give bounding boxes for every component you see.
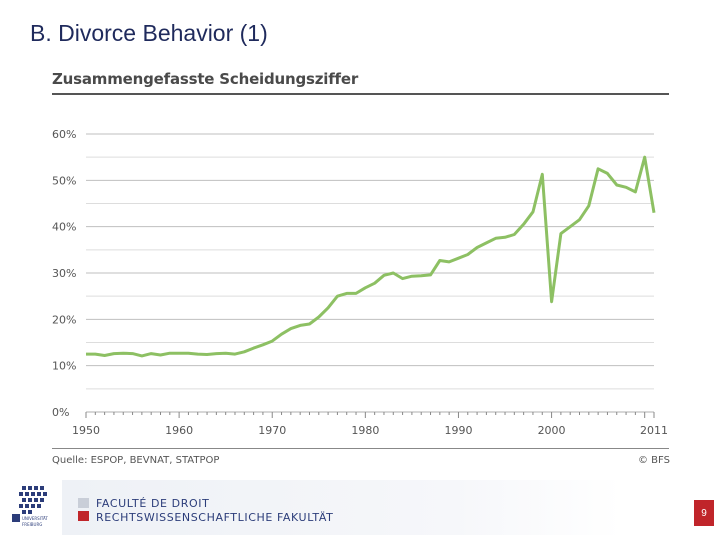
- university-logo: UNIVERSITÄT FREIBURG: [12, 486, 48, 527]
- series-layer: [86, 155, 656, 358]
- chart-title: Zusammengefasste Scheidungsziffer: [52, 70, 359, 88]
- x-tick-label: 1980: [351, 424, 379, 437]
- y-tick-label: 60%: [52, 128, 76, 141]
- y-tick-label: 30%: [52, 267, 76, 280]
- faculty-name-de: RECHTSWISSENSCHAFTLICHE FAKULTÄT: [96, 511, 334, 524]
- x-tick-labels: 1950 1960 1970 1980 1990 2000 2011: [72, 424, 668, 437]
- chart-source: Quelle: ESPOP, BEVNAT, STATPOP: [52, 455, 220, 466]
- series-line-divorce-rate: [86, 155, 656, 358]
- divorce-rate-chart: 0% 10% 20% 30% 40% 50% 60% 1950 1960 1970 1980 199…: [52, 128, 668, 437]
- faculty-name-fr: FACULTÉ DE DROIT: [96, 497, 210, 510]
- y-tick-label: 0%: [52, 406, 69, 419]
- y-tick-label: 20%: [52, 313, 76, 326]
- faculty-mark-red: [78, 511, 89, 521]
- slide-title: B. Divorce Behavior (1): [30, 20, 268, 46]
- x-tick-label: 1950: [72, 424, 100, 437]
- x-tick-label: 1960: [165, 424, 193, 437]
- faculty-mark-grey: [78, 498, 89, 508]
- y-tick-label: 40%: [52, 221, 76, 234]
- svg-text:FREIBURG: FREIBURG: [22, 522, 42, 527]
- chart-copyright: © BFS: [638, 455, 670, 466]
- footer-band: [62, 480, 622, 535]
- source-rule: [52, 448, 669, 449]
- x-tick-label: 2000: [538, 424, 566, 437]
- x-tick-label: 1970: [258, 424, 286, 437]
- page-number: 9: [694, 500, 714, 526]
- x-tick-label: 2011: [640, 424, 668, 437]
- y-tick-labels: 0% 10% 20% 30% 40% 50% 60%: [52, 128, 76, 419]
- svg-text:UNIVERSITÄT: UNIVERSITÄT: [22, 516, 48, 521]
- y-tick-label: 10%: [52, 360, 76, 373]
- y-tick-label: 50%: [52, 174, 76, 187]
- chart-gridlines: [85, 133, 655, 418]
- title-rule: [52, 93, 669, 95]
- x-tick-label: 1990: [444, 424, 472, 437]
